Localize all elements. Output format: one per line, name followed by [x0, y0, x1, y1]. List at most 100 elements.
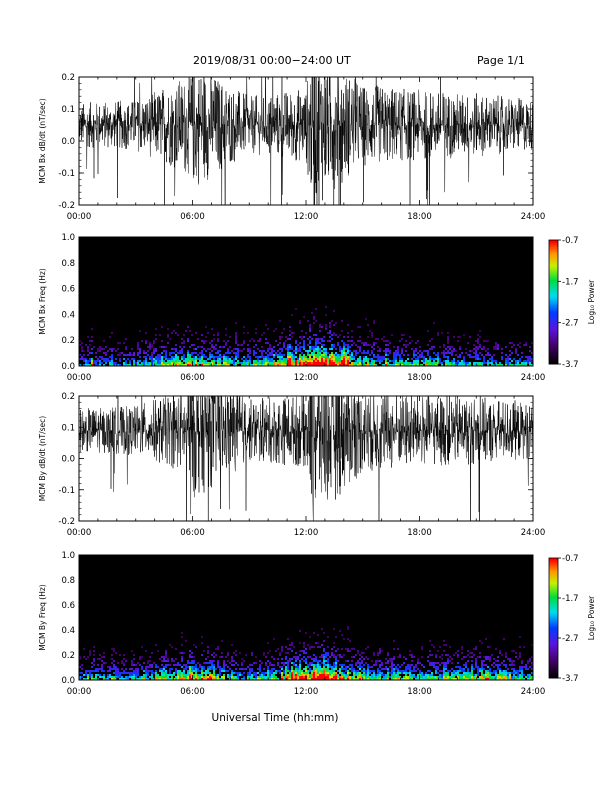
- spectrogram-cell: [407, 664, 409, 666]
- spectrogram-cell: [177, 360, 179, 362]
- spectrogram-cell: [225, 344, 227, 346]
- spectrogram-cell: [311, 352, 313, 354]
- spectrogram-cell: [213, 664, 215, 666]
- spectrogram-cell: [289, 676, 291, 678]
- spectrogram-cell: [355, 672, 357, 674]
- spectrogram-cell: [273, 350, 275, 352]
- spectrogram-cell: [167, 674, 169, 676]
- spectrogram-cell: [161, 678, 163, 680]
- spectrogram-cell: [327, 352, 329, 354]
- spectrogram-cell: [295, 664, 297, 666]
- spectrogram-cell: [511, 352, 513, 354]
- x-tick-label: 12:00: [294, 373, 319, 383]
- spectrogram-cell: [223, 668, 225, 670]
- spectrogram-cell: [99, 348, 101, 350]
- spectrogram-cell: [395, 350, 397, 352]
- spectrogram-cell: [145, 676, 147, 678]
- spectrogram-cell: [175, 348, 177, 350]
- spectrogram-cell: [287, 346, 289, 348]
- spectrogram-cell: [327, 358, 329, 360]
- spectrogram-cell: [153, 340, 155, 342]
- spectrogram-cell: [359, 668, 361, 670]
- spectrogram-cell: [315, 676, 317, 678]
- spectrogram-cell: [293, 364, 295, 366]
- spectrogram-cell: [337, 660, 339, 662]
- spectrogram-cell: [287, 350, 289, 352]
- spectrogram-cell: [199, 676, 201, 678]
- spectrogram-cell: [323, 640, 325, 642]
- spectrogram-cell: [291, 670, 293, 672]
- spectrogram-cell: [211, 346, 213, 348]
- spectrogram-cell: [383, 674, 385, 676]
- spectrogram-cell: [257, 340, 259, 342]
- spectrogram-cell: [253, 672, 255, 674]
- spectrogram-cell: [405, 676, 407, 678]
- spectrogram-cell: [195, 668, 197, 670]
- spectrogram-cell: [319, 646, 321, 648]
- spectrogram-cell: [125, 678, 127, 680]
- spectrogram-cell: [313, 654, 315, 656]
- spectrogram-cell: [265, 356, 267, 358]
- spectrogram-cell: [107, 674, 109, 676]
- spectrogram-cell: [403, 672, 405, 674]
- spectrogram-cell: [235, 340, 237, 342]
- spectrogram-cell: [145, 668, 147, 670]
- spectrogram-cell: [321, 346, 323, 348]
- spectrogram-cell: [371, 670, 373, 672]
- spectrogram-cell: [351, 362, 353, 364]
- spectrogram-cell: [177, 352, 179, 354]
- spectrogram-cell: [515, 678, 517, 680]
- spectrogram-cell: [393, 668, 395, 670]
- spectrogram-cell: [299, 354, 301, 356]
- spectrogram-cell: [419, 674, 421, 676]
- spectrogram-cell: [517, 672, 519, 674]
- spectrogram-cell: [377, 356, 379, 358]
- spectrogram-cell: [321, 340, 323, 342]
- spectrogram-cell: [513, 650, 515, 652]
- spectrogram-cell: [405, 362, 407, 364]
- spectrogram-cell: [305, 658, 307, 660]
- spectrogram-cell: [189, 662, 191, 664]
- spectrogram-cell: [265, 342, 267, 344]
- spectrogram-cell: [301, 330, 303, 332]
- panel-2-spectrogram: [79, 237, 533, 366]
- spectrogram-cell: [477, 672, 479, 674]
- spectrogram-cell: [203, 364, 205, 366]
- spectrogram-cell: [345, 362, 347, 364]
- spectrogram-cell: [481, 362, 483, 364]
- spectrogram-cell: [257, 672, 259, 674]
- spectrogram-cell: [103, 340, 105, 342]
- spectrogram-cell: [519, 670, 521, 672]
- spectrogram-cell: [121, 678, 123, 680]
- spectrogram-cell: [349, 364, 351, 366]
- spectrogram-cell: [225, 358, 227, 360]
- spectrogram-cell: [305, 332, 307, 334]
- spectrogram-cell: [211, 678, 213, 680]
- spectrogram-cell: [301, 338, 303, 340]
- spectrogram-cell: [379, 672, 381, 674]
- spectrogram-cell: [485, 638, 487, 640]
- spectrogram-cell: [143, 350, 145, 352]
- spectrogram-cell: [273, 672, 275, 674]
- spectrogram-cell: [287, 358, 289, 360]
- spectrogram-cell: [385, 666, 387, 668]
- spectrogram-cell: [149, 670, 151, 672]
- spectrogram-cell: [325, 324, 327, 326]
- spectrogram-cell: [343, 356, 345, 358]
- spectrogram-cell: [467, 668, 469, 670]
- spectrogram-cell: [91, 364, 93, 366]
- spectrogram-cell: [121, 676, 123, 678]
- spectrogram-cell: [295, 674, 297, 676]
- panel-1-trace-group: [79, 77, 533, 205]
- spectrogram-cell: [403, 662, 405, 664]
- spectrogram-cell: [447, 358, 449, 360]
- spectrogram-cell: [259, 350, 261, 352]
- spectrogram-cell: [313, 322, 315, 324]
- spectrogram-cell: [161, 358, 163, 360]
- spectrogram-cell: [305, 668, 307, 670]
- spectrogram-cell: [153, 348, 155, 350]
- spectrogram-cell: [337, 648, 339, 650]
- spectrogram-cell: [261, 678, 263, 680]
- spectrogram-cell: [463, 676, 465, 678]
- spectrogram-cell: [299, 342, 301, 344]
